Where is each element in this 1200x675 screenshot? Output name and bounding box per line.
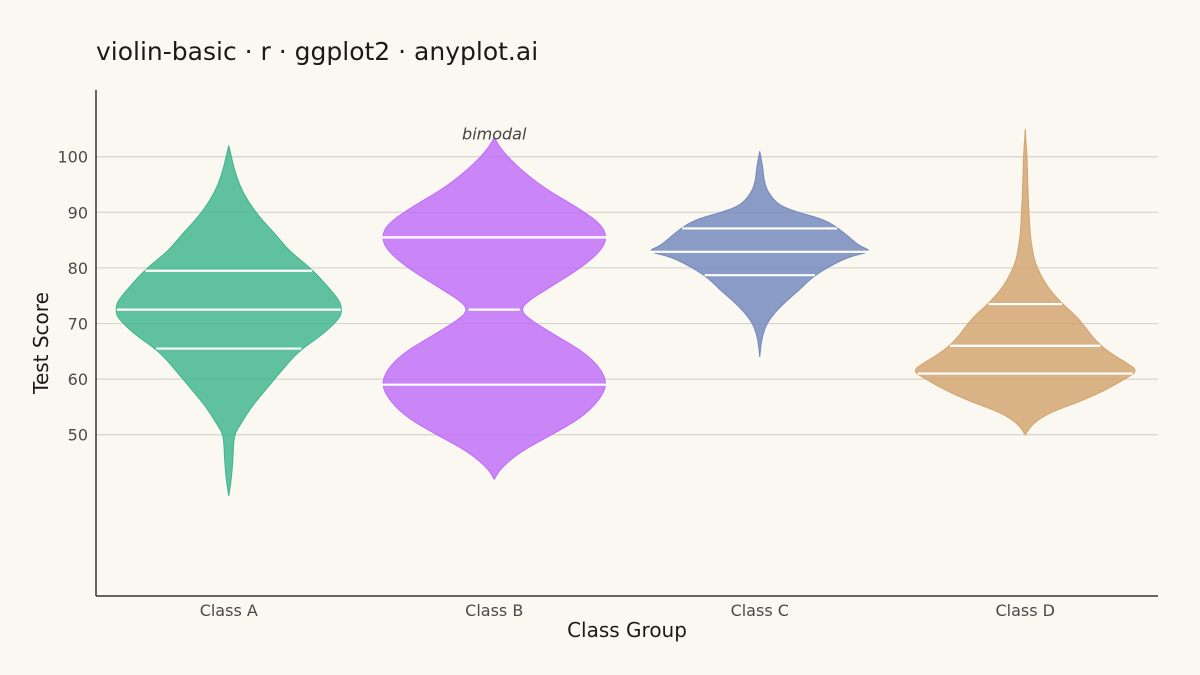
chart-title: violin-basic · r · ggplot2 · anyplot.ai (96, 37, 538, 66)
y-tick-label: 60 (68, 370, 88, 389)
x-tick-label: Class C (731, 601, 789, 620)
annotation-label: bimodal (462, 124, 527, 143)
x-tick-label: Class A (200, 601, 258, 620)
violin-body (914, 128, 1136, 436)
tick-labels: 50 60 70 80 90 100 Class A Class B Class C Class … (57, 148, 1055, 620)
violin-body (650, 151, 869, 357)
violins (115, 128, 1136, 496)
x-axis-title: Class Group (567, 618, 687, 642)
violin-body (115, 145, 342, 496)
violin-class-b (382, 136, 607, 481)
y-tick-label: 90 (68, 203, 88, 222)
y-axis-title: Test Score (29, 292, 53, 395)
axes (95, 90, 1158, 597)
violin-class-c (650, 151, 870, 357)
y-tick-label: 70 (68, 315, 88, 334)
violin-class-d (914, 128, 1136, 436)
violin-class-a (115, 145, 342, 496)
x-tick-label: Class B (465, 601, 523, 620)
y-tick-label: 80 (68, 259, 88, 278)
violin-body (382, 136, 607, 481)
x-tick-label: Class D (996, 601, 1056, 620)
y-tick-label: 100 (57, 148, 88, 167)
y-tick-label: 50 (68, 426, 88, 445)
